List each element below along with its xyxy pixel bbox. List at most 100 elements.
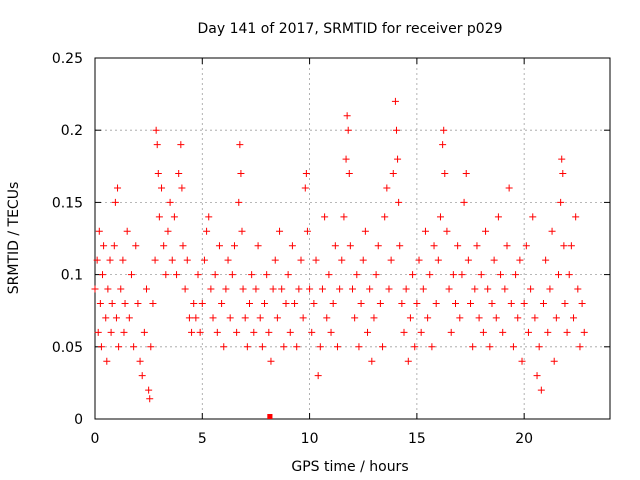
data-point [449, 271, 457, 279]
data-point [149, 299, 157, 307]
data-point [218, 299, 226, 307]
data-point [209, 314, 217, 322]
data-point [211, 271, 219, 279]
data-point [387, 256, 395, 264]
x-tick-label: 20 [515, 431, 533, 447]
data-point [158, 184, 166, 192]
data-point [93, 256, 101, 264]
data-point [497, 271, 505, 279]
data-point [488, 299, 496, 307]
data-point [546, 285, 554, 293]
data-point [440, 126, 448, 134]
data-point [436, 213, 444, 221]
data-point [385, 285, 393, 293]
data-point [323, 314, 331, 322]
data-point [501, 285, 509, 293]
data-point [228, 271, 236, 279]
data-point [522, 242, 530, 250]
data-point [104, 285, 112, 293]
data-point [370, 314, 378, 322]
data-point [514, 314, 522, 322]
data-point [518, 357, 526, 365]
data-point [462, 170, 470, 178]
data-point [563, 328, 571, 336]
data-point [267, 357, 275, 365]
data-point [524, 328, 532, 336]
data-point [203, 227, 211, 235]
y-tick-label: 0.15 [52, 195, 83, 211]
data-point [153, 141, 161, 149]
data-point [312, 256, 320, 264]
data-point [454, 242, 462, 250]
data-point [445, 285, 453, 293]
data-point [503, 242, 511, 250]
data-point [329, 299, 337, 307]
data-point [550, 357, 558, 365]
data-point [136, 357, 144, 365]
data-point [336, 285, 344, 293]
data-point [192, 314, 200, 322]
data-point [486, 343, 494, 351]
data-point [548, 227, 556, 235]
data-point [529, 213, 537, 221]
data-point [346, 242, 354, 250]
data-point [426, 271, 434, 279]
data-point [164, 227, 172, 235]
data-point [151, 256, 159, 264]
data-point [452, 299, 459, 307]
data-point [146, 395, 154, 403]
data-point [205, 213, 213, 221]
data-point [102, 314, 110, 322]
x-tick-label: 15 [408, 431, 426, 447]
data-point [531, 314, 539, 322]
data-point [284, 271, 292, 279]
data-point [430, 242, 438, 250]
data-point [236, 141, 244, 149]
data-point [183, 256, 191, 264]
data-point [458, 271, 466, 279]
data-point [432, 299, 440, 307]
data-point [140, 328, 148, 336]
data-point [282, 299, 290, 307]
data-point [99, 271, 107, 279]
data-point [256, 314, 264, 322]
data-point [535, 343, 543, 351]
data-point [173, 271, 181, 279]
data-point [389, 170, 397, 178]
data-point [576, 343, 584, 351]
data-point [533, 372, 541, 380]
data-point [110, 242, 118, 250]
data-point [395, 198, 403, 206]
data-point [241, 314, 249, 322]
data-point [325, 271, 333, 279]
data-point [250, 328, 258, 336]
y-tick-label: 0.1 [61, 268, 83, 284]
data-point [215, 242, 223, 250]
data-point [97, 343, 105, 351]
data-point [276, 227, 284, 235]
data-point [194, 271, 202, 279]
data-point [527, 285, 535, 293]
data-point [152, 126, 160, 134]
data-point [492, 314, 500, 322]
data-point [103, 357, 111, 365]
data-point [355, 343, 363, 351]
data-point [248, 271, 256, 279]
data-point [331, 242, 339, 250]
data-point [258, 343, 266, 351]
data-point [520, 299, 528, 307]
data-point [340, 213, 348, 221]
data-point [111, 198, 119, 206]
plot-frame [94, 57, 611, 420]
data-point [406, 314, 414, 322]
data-point [120, 328, 128, 336]
data-point [364, 328, 372, 336]
data-point [306, 285, 314, 293]
y-tick-label: 0.25 [52, 51, 83, 67]
data-point [226, 314, 234, 322]
data-point [316, 343, 324, 351]
data-point [119, 256, 127, 264]
data-point [114, 184, 122, 192]
data-point [441, 170, 449, 178]
